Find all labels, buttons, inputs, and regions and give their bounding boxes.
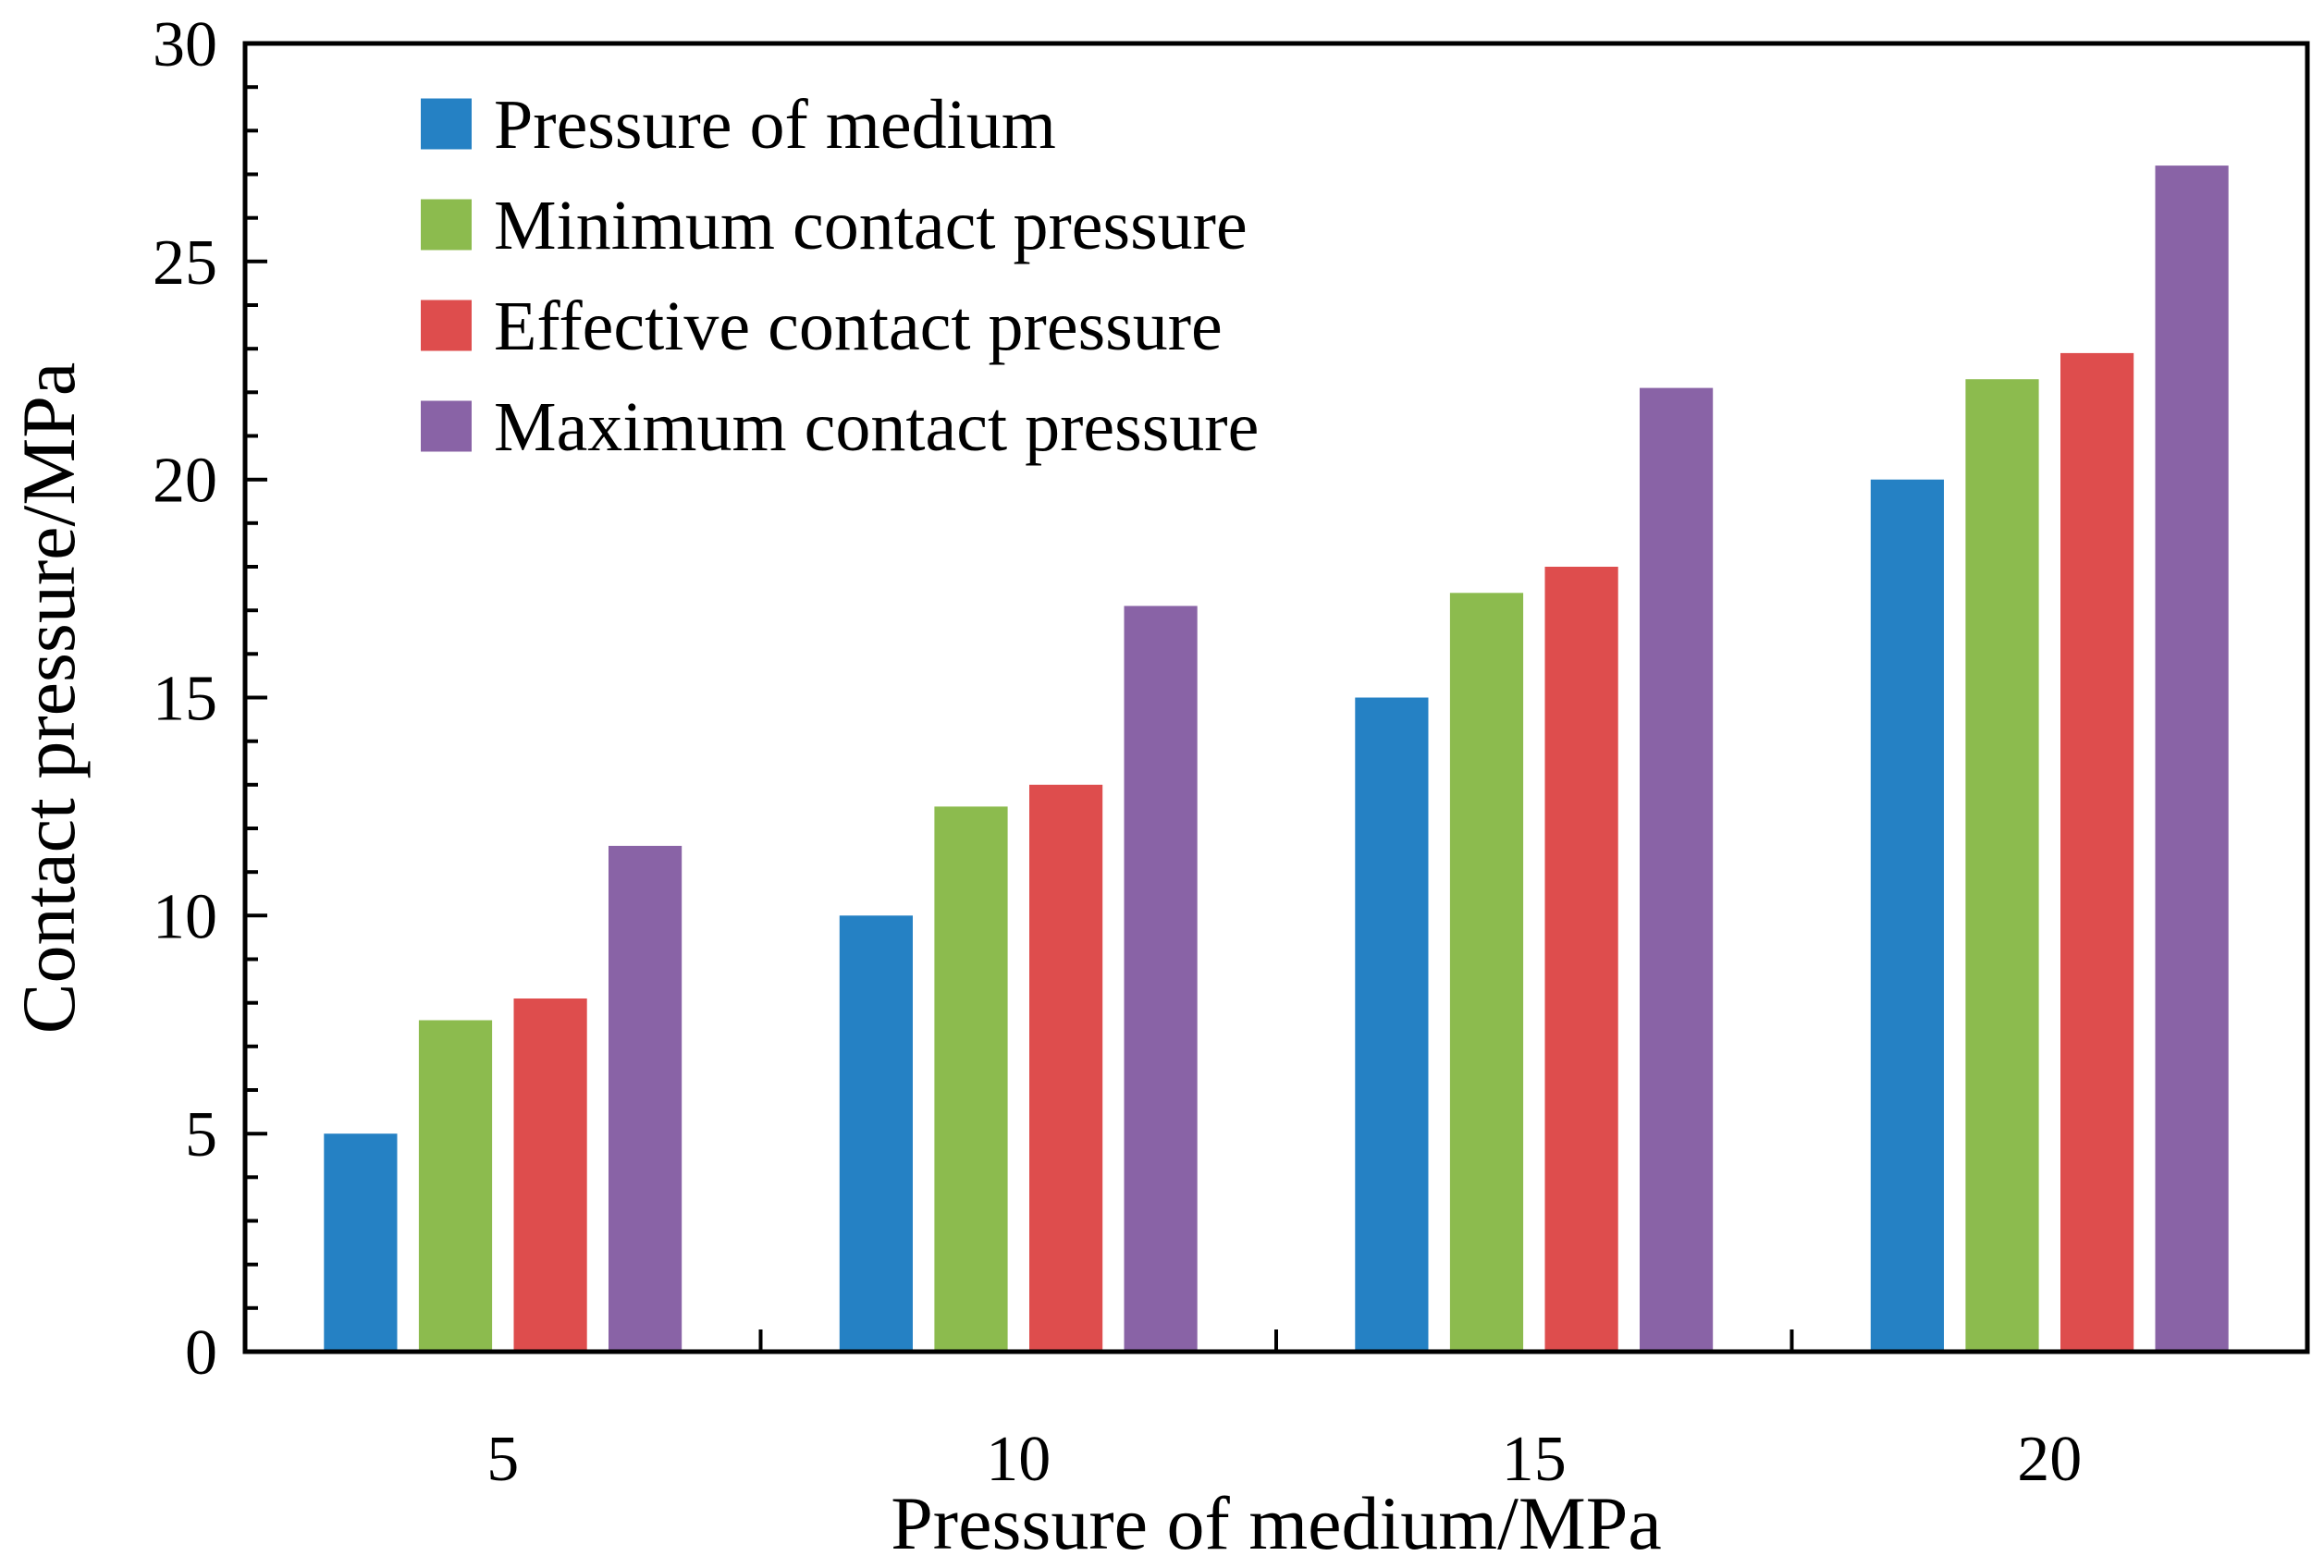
bar-series-3-cat-10 <box>1029 784 1103 1352</box>
x-tick-label: 5 <box>486 1424 519 1495</box>
y-tick-label: 0 <box>185 1317 217 1389</box>
x-axis: 5 10 15 20 <box>486 1329 2082 1495</box>
bar-series-3-cat-20 <box>2060 352 2134 1352</box>
legend-swatch <box>421 400 472 452</box>
legend-label: Pressure of medium <box>494 86 1056 164</box>
bar-series-3-cat-5 <box>513 998 587 1352</box>
bar-series-1-cat-10 <box>839 915 913 1352</box>
bar-series-2-cat-15 <box>1449 593 1524 1352</box>
y-tick-label: 10 <box>153 881 217 952</box>
y-tick-label: 25 <box>153 227 217 299</box>
bars <box>324 165 2229 1353</box>
bar-series-4-cat-5 <box>609 845 682 1352</box>
x-tick-label: 15 <box>1502 1424 1567 1495</box>
bar-series-2-cat-10 <box>934 806 1008 1352</box>
bar-series-4-cat-20 <box>2155 165 2229 1353</box>
bar-series-2-cat-5 <box>418 1020 493 1352</box>
legend-swatch <box>421 199 472 251</box>
legend-label: Minimum contact pressure <box>494 187 1248 264</box>
bar-series-4-cat-15 <box>1640 387 1714 1353</box>
y-tick-label: 30 <box>153 9 217 80</box>
y-tick-label: 5 <box>185 1099 217 1170</box>
y-axis: 0 5 10 15 20 25 30 <box>153 9 267 1389</box>
x-axis-title: Pressure of medium/MPa <box>891 1481 1662 1563</box>
x-tick-label: 20 <box>2017 1424 2082 1495</box>
legend-label: Effective contact pressure <box>494 288 1223 365</box>
x-tick-label: 10 <box>986 1424 1051 1495</box>
bar-series-3-cat-15 <box>1544 567 1618 1352</box>
y-axis-title: Contact pressure/MPa <box>6 362 91 1034</box>
legend: Pressure of medium Minimum contact pressu… <box>421 86 1259 466</box>
legend-swatch <box>421 98 472 150</box>
bar-series-1-cat-15 <box>1355 697 1429 1352</box>
legend-swatch <box>421 300 472 351</box>
bar-series-4-cat-10 <box>1124 606 1198 1352</box>
bar-series-1-cat-20 <box>1870 479 1944 1352</box>
legend-label: Maximum contact pressure <box>494 388 1259 466</box>
y-tick-label: 15 <box>153 664 217 735</box>
bar-series-2-cat-20 <box>1965 379 2039 1353</box>
y-tick-label: 20 <box>153 446 217 517</box>
bar-series-1-cat-5 <box>324 1133 398 1352</box>
